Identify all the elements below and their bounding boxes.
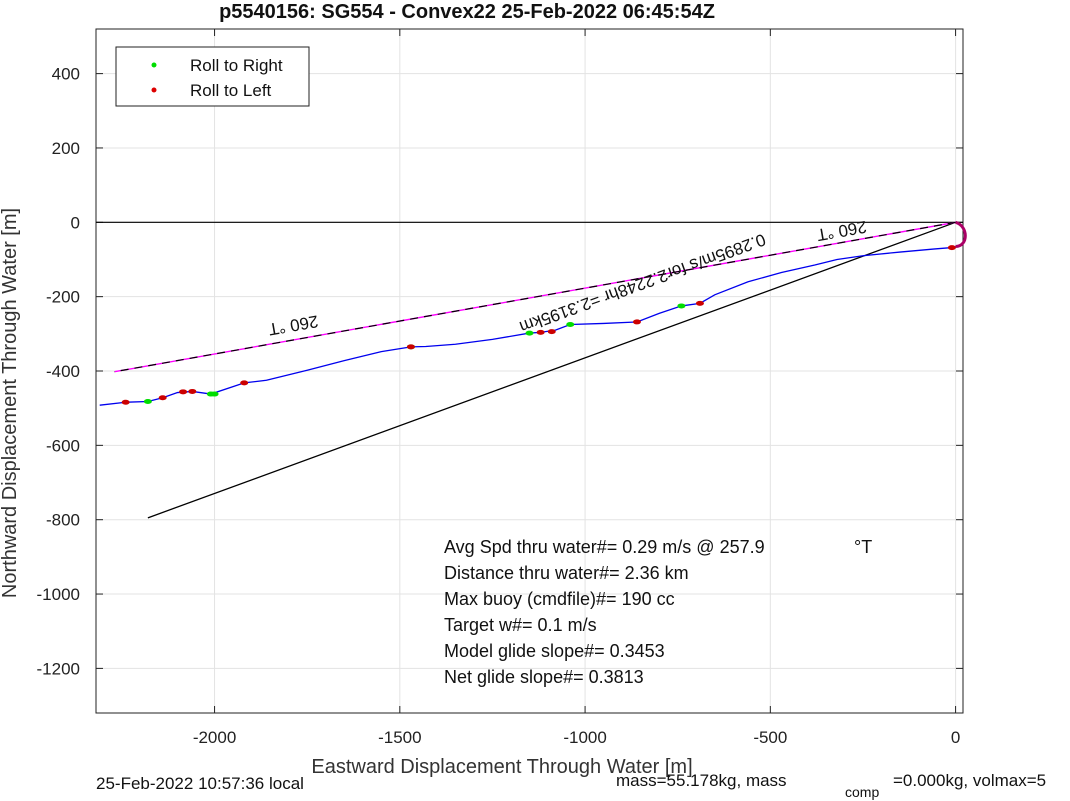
y-tick-label: -200 [46,288,80,307]
heading-label: 260 °T [815,217,868,244]
y-tick-label: 0 [71,213,80,232]
roll-left-point [947,245,956,251]
roll-right-point [143,398,152,404]
roll-left-point [188,388,197,394]
legend-marker-roll-left [151,87,157,93]
footer: 25-Feb-2022 10:57:36 local mass=55.178kg… [96,771,1046,800]
y-tick-label: -1000 [37,585,80,604]
roll-left-point [632,319,641,325]
y-tick-label: -400 [46,362,80,381]
annotation-max-buoy: Max buoy (cmdfile)#= 190 cc [444,589,675,609]
footer-local-time: 25-Feb-2022 10:57:36 local [96,774,304,793]
roll-right-point [210,391,219,397]
annotation-avg-speed-unit: °T [854,537,872,557]
y-tick-label: -1200 [37,659,80,678]
direct-line [147,221,956,519]
annotation-model-glide: Model glide slope#= 0.3453 [444,641,665,661]
legend-label-roll-right: Roll to Right [190,56,283,75]
x-tick-label: -500 [753,728,787,747]
grid [96,29,963,713]
roll-left-point [179,389,188,395]
rotated-labels: 260 °T 260 °T 0.2895m/s for2.2248hr =2.319… [267,217,868,339]
annotation-avg-speed: Avg Spd thru water#= 0.29 m/s @ 257.9 [444,537,765,557]
legend-box [115,46,310,107]
roll-left-point [406,344,415,350]
annotations: Avg Spd thru water#= 0.29 m/s @ 257.9 °T… [444,537,872,687]
speed-label: 0.2895m/s for2.2248hr =2.3195km [517,230,768,337]
heading-label: 260 °T [267,311,320,338]
y-tick-label: -800 [46,511,80,530]
heading-line-dashed [114,221,956,373]
x-axis-label: Eastward Displacement Through Water [m] [311,756,692,778]
chart-title: p5540156: SG554 - Convex22 25-Feb-2022 0… [219,1,715,23]
y-tick-label: 400 [52,65,80,84]
footer-mass: mass=55.178kg, mass [616,771,787,790]
legend-marker-roll-right [151,62,157,68]
roll-left-point [240,380,249,386]
roll-right-point [677,303,686,309]
series [96,220,967,519]
roll-right-point [525,330,534,336]
y-axis-label: Northward Displacement Through Water [m] [0,208,21,598]
roll-left-point [547,329,556,335]
x-tick-label: -1000 [563,728,606,747]
roll-left-point [536,329,545,335]
footer-mass-subscript: comp [845,784,879,800]
legend-label-roll-left: Roll to Left [190,81,272,100]
x-tick-label: -1500 [378,728,421,747]
legend: Roll to Right Roll to Left [115,46,310,107]
roll-left-point [695,300,704,306]
dive-loop [954,220,967,248]
roll-right-point [566,322,575,328]
annotation-target-w: Target w#= 0.1 m/s [444,615,597,635]
ticks: -2000 -1500 -1000 -500 0 400 200 0 -200 -400 -600 -… [37,29,963,747]
x-tick-label: 0 [951,728,960,747]
y-tick-label: 200 [52,139,80,158]
x-tick-label: -2000 [193,728,236,747]
roll-left-point [158,395,167,401]
annotation-distance: Distance thru water#= 2.36 km [444,563,689,583]
annotation-net-glide: Net glide slope#= 0.3813 [444,667,644,687]
y-tick-label: -600 [46,436,80,455]
footer-mass-volmax: =0.000kg, volmax=5 [893,771,1046,790]
roll-left-point [121,399,130,405]
